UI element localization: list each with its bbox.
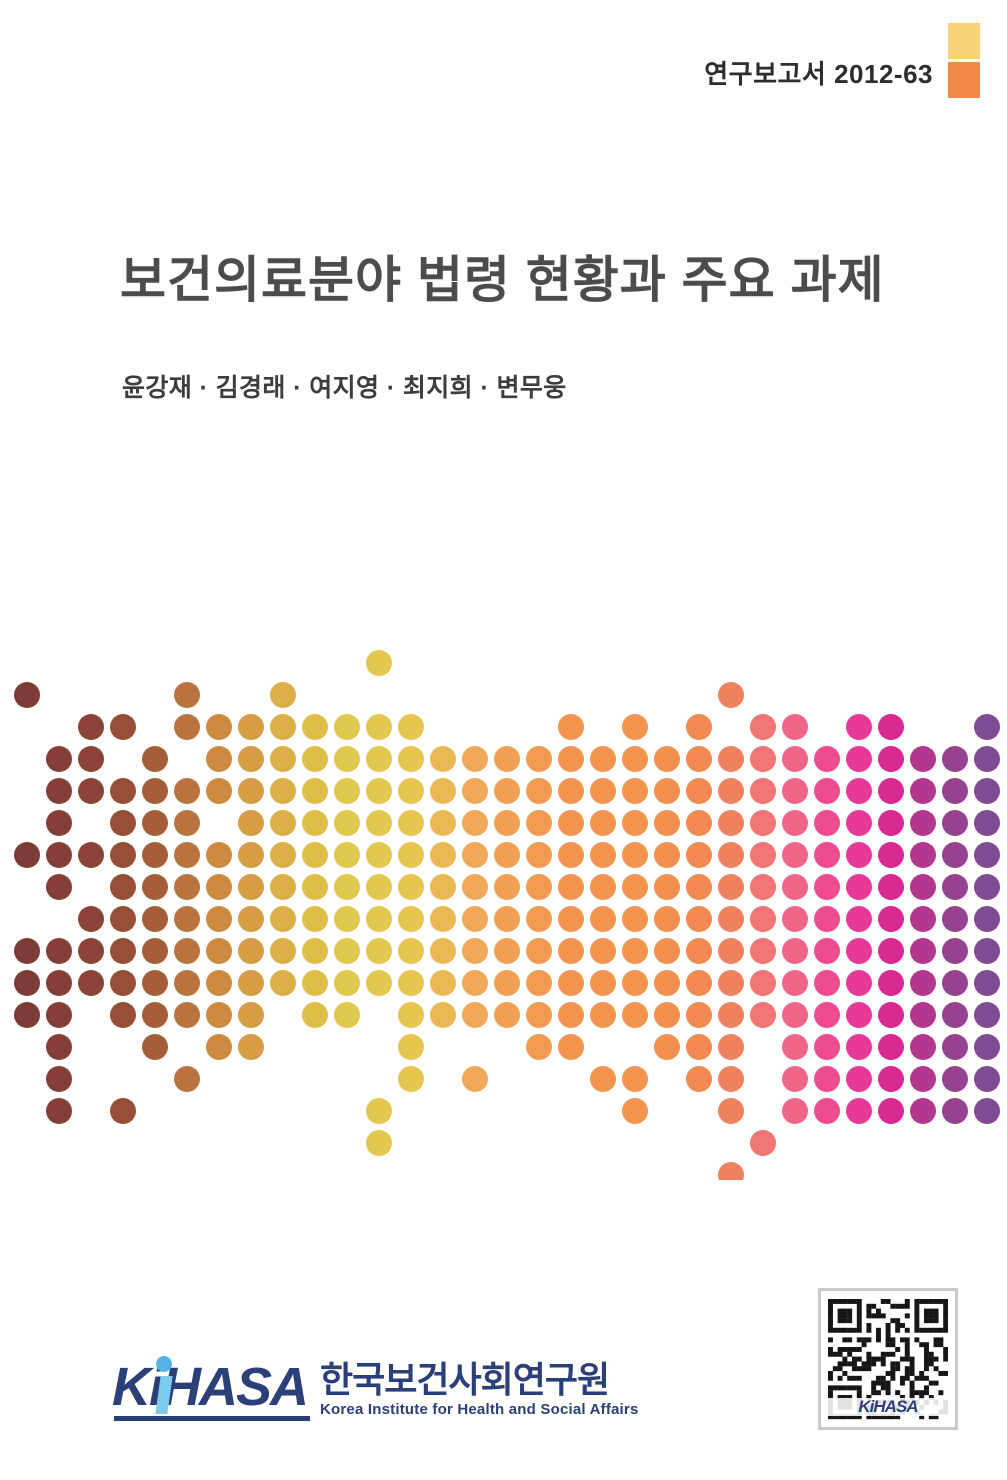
qr-code-matrix: KiHASA xyxy=(828,1298,948,1420)
publisher-name-block: 한국보건사회연구원 Korea Institute for Health and… xyxy=(320,1358,639,1420)
author-list: 윤강재 · 김경래 · 여지영 · 최지희 · 변무웅 xyxy=(122,374,567,402)
dot-gradient-graphic xyxy=(0,620,1007,1180)
publisher-logo: KiHASA 한국보건사회연구원 Korea Institute for Hea… xyxy=(112,1356,639,1430)
logo-underline-rule xyxy=(114,1416,310,1421)
series-block: 연구보고서 2012-63 xyxy=(667,0,1007,110)
accent-swatch-yellow xyxy=(948,23,980,59)
publisher-name-en: Korea Institute for Health and Social Af… xyxy=(320,1401,639,1418)
qr-brand-label: KiHASA xyxy=(828,1398,948,1416)
kihasa-logomark: KiHASA xyxy=(112,1356,312,1424)
logo-i-dot-icon xyxy=(156,1356,172,1372)
qr-code[interactable]: KiHASA xyxy=(818,1288,958,1430)
report-series-label: 연구보고서 2012-63 xyxy=(704,59,933,89)
publisher-name-kr: 한국보건사회연구원 xyxy=(320,1359,610,1400)
kihasa-wordmark: KiHASA xyxy=(112,1357,309,1417)
book-title: 보건의료분야 법령 현황과 주요 과제 xyxy=(120,252,885,308)
accent-swatch-orange xyxy=(948,62,980,98)
